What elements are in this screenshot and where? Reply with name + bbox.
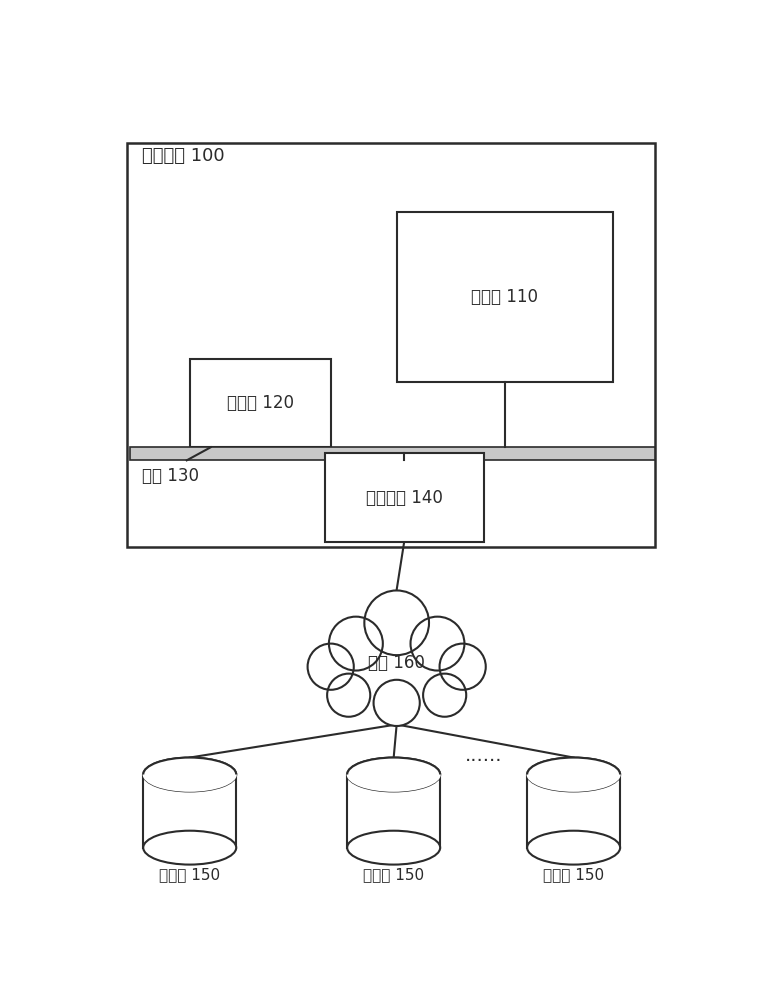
FancyBboxPatch shape: [127, 143, 655, 547]
Ellipse shape: [142, 757, 237, 792]
Ellipse shape: [329, 617, 383, 671]
Text: 处理器 120: 处理器 120: [227, 394, 293, 412]
Ellipse shape: [365, 590, 429, 655]
Ellipse shape: [143, 831, 236, 865]
Ellipse shape: [526, 757, 621, 792]
FancyBboxPatch shape: [143, 774, 236, 848]
Text: ......: ......: [465, 746, 502, 765]
Ellipse shape: [348, 758, 440, 791]
Ellipse shape: [527, 831, 620, 865]
Ellipse shape: [440, 644, 486, 690]
Ellipse shape: [327, 674, 370, 717]
Text: 数据库 150: 数据库 150: [363, 867, 424, 882]
Ellipse shape: [410, 617, 464, 671]
Text: 存储器 110: 存储器 110: [471, 288, 538, 306]
Ellipse shape: [527, 758, 620, 791]
FancyBboxPatch shape: [397, 212, 613, 382]
FancyBboxPatch shape: [190, 359, 330, 447]
Text: 数据库 150: 数据库 150: [543, 867, 604, 882]
Ellipse shape: [348, 831, 440, 865]
FancyBboxPatch shape: [130, 447, 655, 460]
Ellipse shape: [374, 680, 420, 726]
Text: 总线 130: 总线 130: [142, 466, 199, 485]
FancyBboxPatch shape: [527, 774, 620, 848]
FancyBboxPatch shape: [325, 453, 484, 542]
Text: 接入设备 140: 接入设备 140: [366, 489, 443, 507]
FancyBboxPatch shape: [348, 774, 440, 848]
Text: 网络 160: 网络 160: [368, 654, 425, 672]
Ellipse shape: [423, 674, 466, 717]
Ellipse shape: [347, 757, 440, 792]
Text: 数据库 150: 数据库 150: [159, 867, 221, 882]
Ellipse shape: [143, 758, 236, 791]
Text: 计算设备 100: 计算设备 100: [142, 147, 224, 165]
Ellipse shape: [307, 644, 354, 690]
